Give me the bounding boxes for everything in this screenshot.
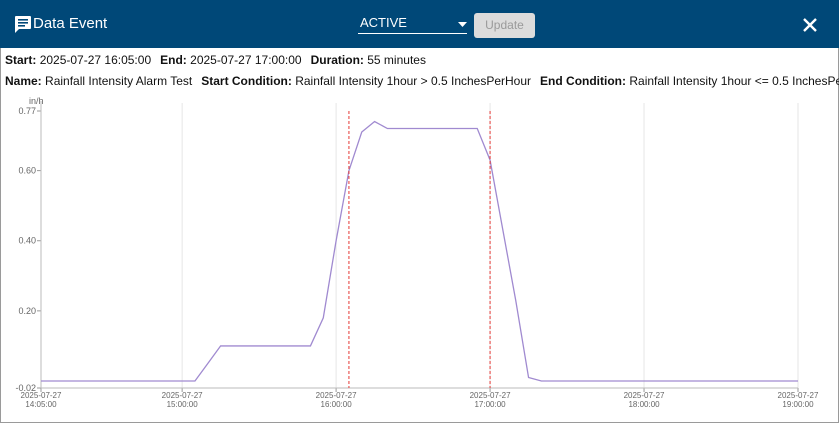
info-value: 55 minutes: [367, 53, 426, 67]
y-tick-label: 0.20: [18, 306, 36, 316]
dialog-header: Data Event ACTIVE Update: [0, 0, 839, 48]
x-tick-label-line: 2025-07-27: [162, 391, 203, 400]
x-tick-label-line: 2025-07-27: [624, 391, 665, 400]
info-value: 2025-07-27 17:00:00: [190, 53, 302, 67]
status-value: ACTIVE: [360, 15, 407, 30]
info-item: Start Condition: Rainfall Intensity 1hou…: [201, 74, 531, 88]
info-item: End Condition: Rainfall Intensity 1hour …: [540, 74, 839, 88]
info-label: Start Condition:: [201, 74, 292, 88]
info-item: Duration: 55 minutes: [311, 53, 426, 67]
status-select[interactable]: ACTIVE: [358, 15, 467, 34]
x-tick-label: 2025-07-27 15:00:00: [162, 391, 203, 409]
event-icon: [15, 16, 31, 33]
y-tick-label: 0.60: [18, 166, 36, 176]
info-value: Rainfall Intensity 1hour <= 0.5 InchesPe…: [629, 74, 839, 88]
summary-row: Start: 2025-07-27 16:05:00 End: 2025-07-2…: [5, 53, 435, 67]
y-tick-label: 0.40: [18, 236, 36, 246]
info-value: Rainfall Intensity 1hour > 0.5 InchesPer…: [295, 74, 532, 88]
y-tick-label: -0.02: [15, 383, 36, 393]
x-tick-label-line: 17:00:00: [474, 400, 506, 409]
x-tick-label: 2025-07-27 14:05:00: [21, 391, 62, 409]
info-item: End: 2025-07-27 17:00:00: [160, 53, 301, 67]
info-label: Start:: [5, 53, 37, 67]
info-label: End Condition:: [540, 74, 627, 88]
update-button[interactable]: Update: [474, 13, 535, 38]
x-tick-label-line: 2025-07-27: [778, 391, 819, 400]
x-tick-label-line: 15:00:00: [167, 400, 199, 409]
dialog-title: Data Event: [33, 15, 108, 32]
close-button[interactable]: [803, 18, 817, 32]
info-label: End:: [160, 53, 187, 67]
info-label: Name:: [5, 74, 42, 88]
info-item: Name: Rainfall Intensity Alarm Test: [5, 74, 192, 88]
info-value: Rainfall Intensity Alarm Test: [45, 74, 193, 88]
x-tick-label: 2025-07-27 17:00:00: [470, 391, 511, 409]
x-tick-label: 2025-07-27 18:00:00: [624, 391, 665, 409]
data-line: [41, 120, 798, 382]
x-tick-label-line: 2025-07-27: [21, 391, 62, 400]
info-value: 2025-07-27 16:05:00: [39, 53, 152, 67]
details-row: Name: Rainfall Intensity Alarm Test Start…: [5, 74, 839, 88]
info-label: Duration:: [310, 53, 364, 67]
x-tick-label-line: 2025-07-27: [316, 391, 357, 400]
y-unit: in/h: [29, 96, 44, 106]
x-tick-label: 2025-07-27 19:00:00: [778, 391, 819, 409]
select-caret: [458, 22, 467, 27]
x-tick-label: 2025-07-27 16:00:00: [316, 391, 357, 409]
x-tick-label-line: 14:05:00: [25, 400, 57, 409]
x-tick-label-line: 19:00:00: [782, 400, 814, 409]
y-tick-label: 0.77: [18, 106, 36, 116]
x-tick-label-line: 2025-07-27: [470, 391, 511, 400]
x-tick-label-line: 16:00:00: [321, 400, 353, 409]
x-tick-label-line: 18:00:00: [628, 400, 660, 409]
info-item: Start: 2025-07-27 16:05:00: [5, 53, 151, 67]
